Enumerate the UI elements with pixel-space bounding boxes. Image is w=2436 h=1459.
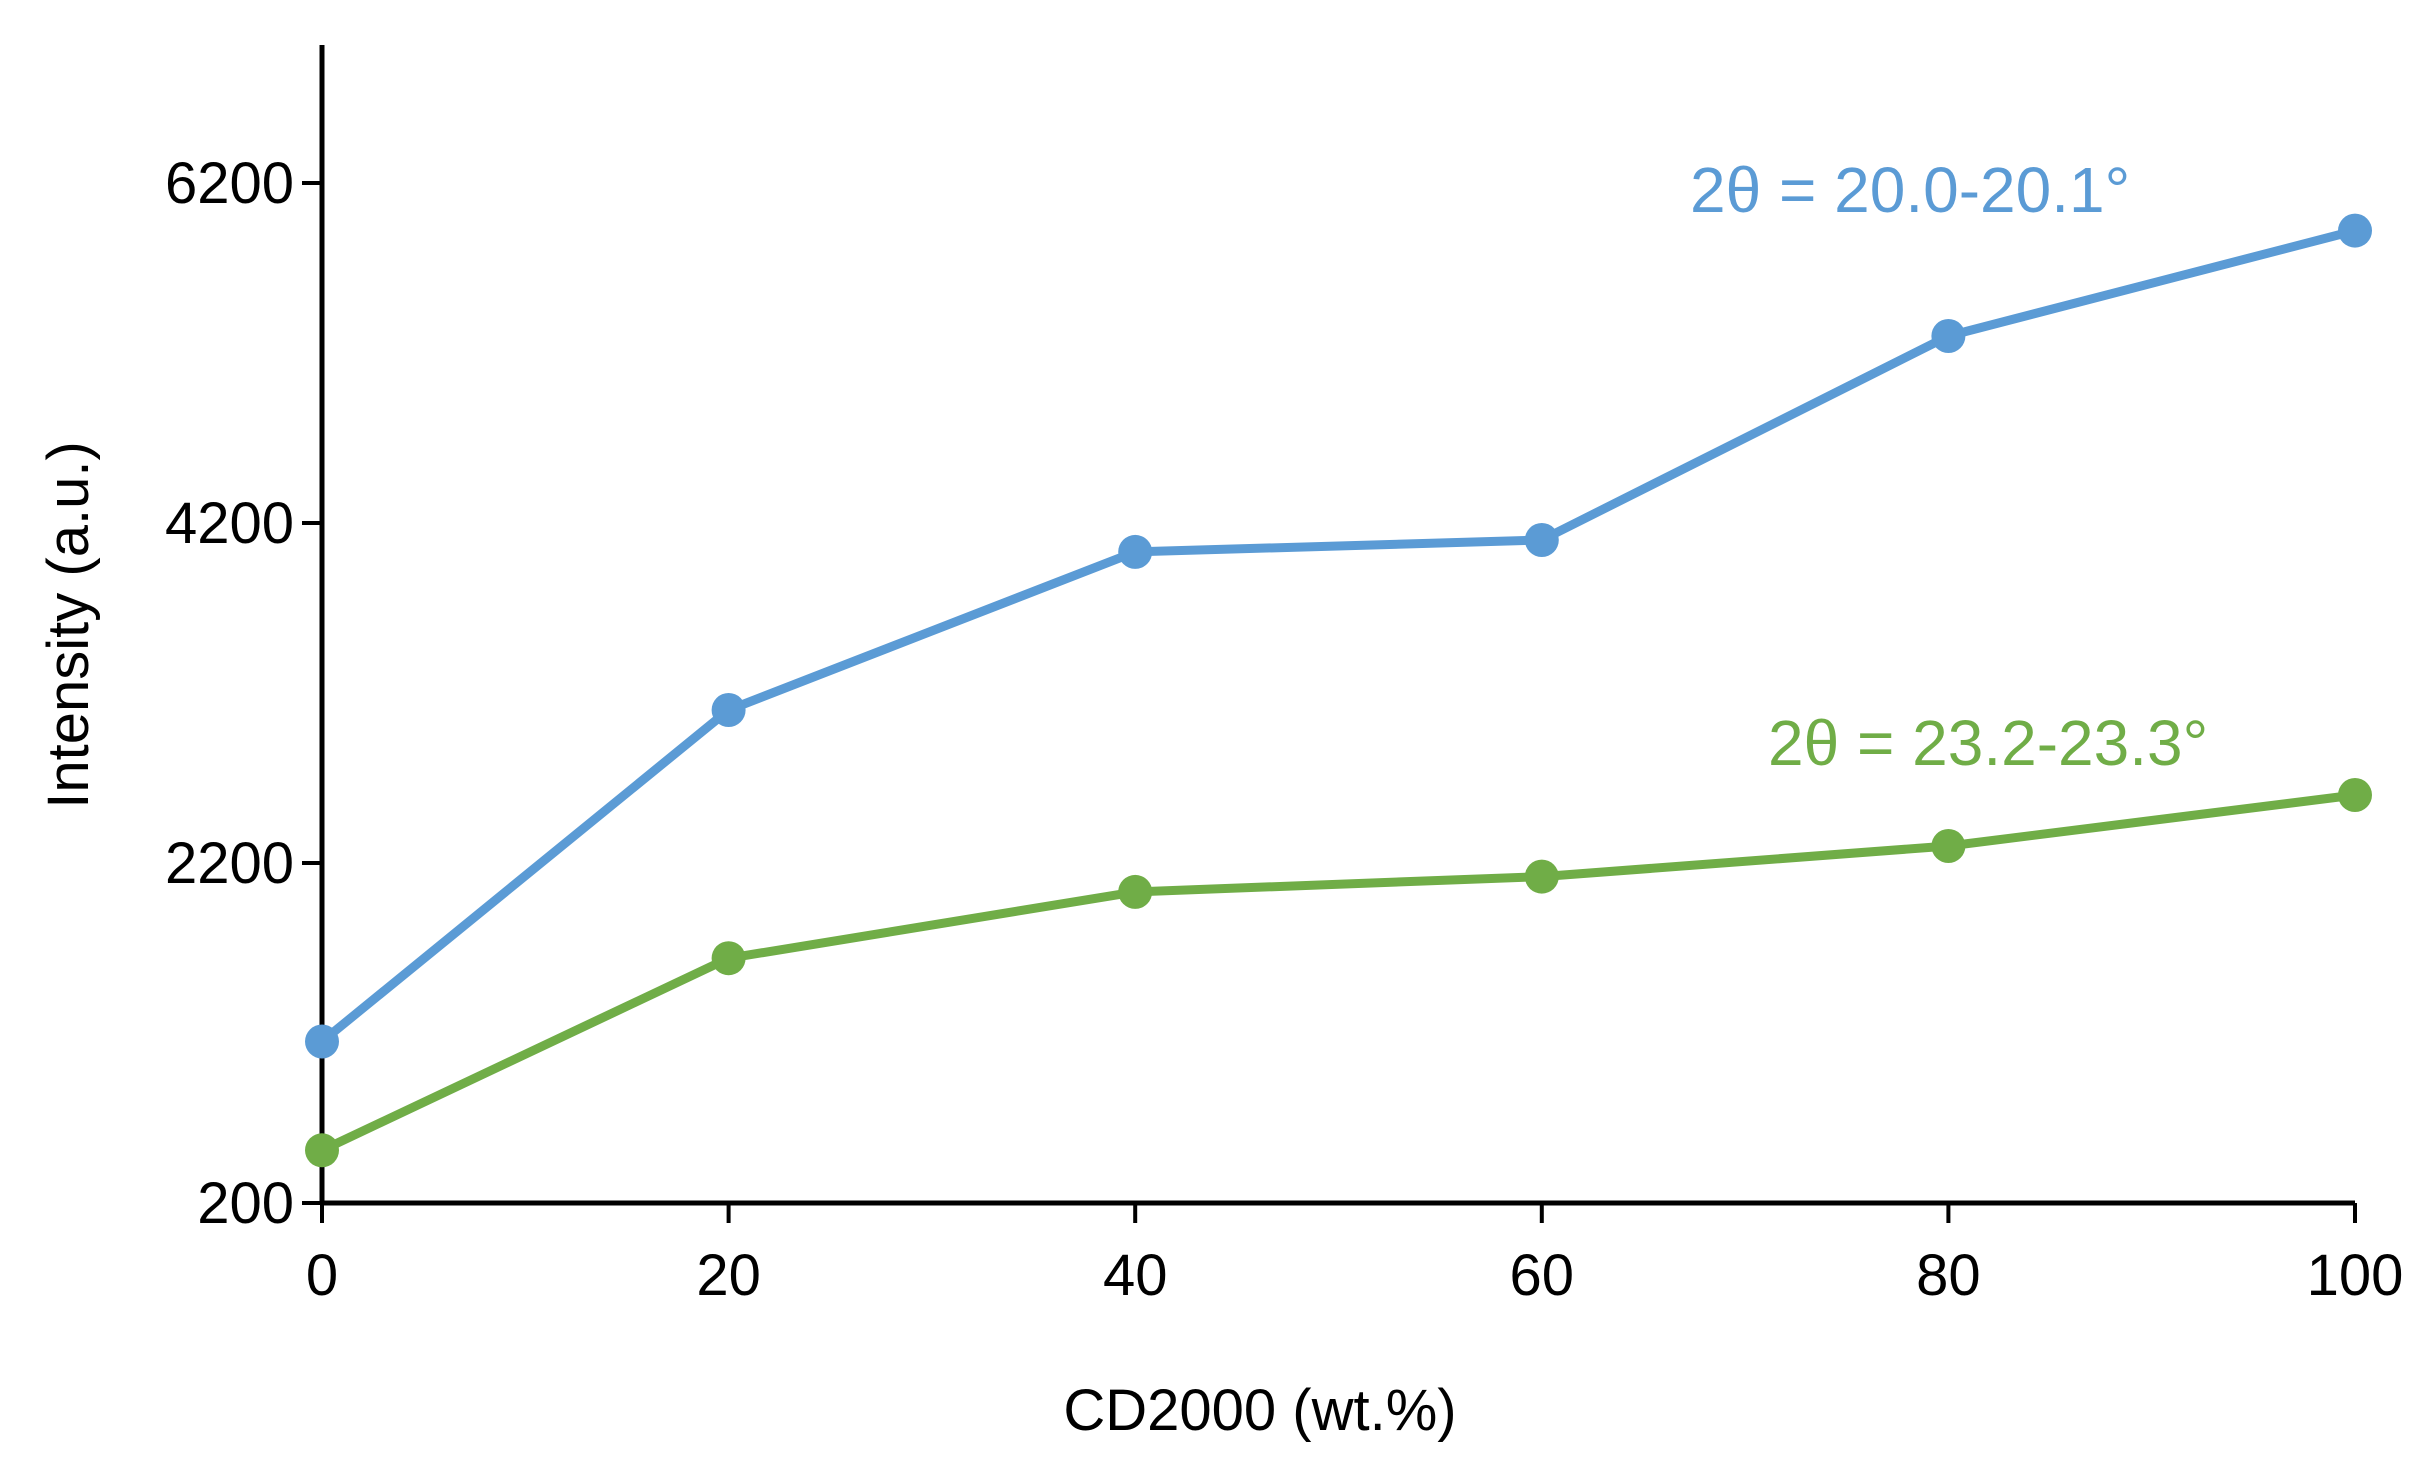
y-axis-ticks: 200 2200 4200 6200 (165, 151, 322, 1236)
series-line-1 (317, 226, 2360, 1046)
x-tick-label: 0 (306, 1243, 338, 1308)
data-point-series-1 (1524, 523, 1559, 557)
y-tick-label: 6200 (165, 151, 294, 216)
data-point-series-2 (2338, 778, 2372, 812)
data-point-series-1 (305, 1024, 339, 1059)
data-point-series-2 (711, 941, 746, 976)
data-point-series-2 (1931, 829, 1966, 863)
x-tick-label: 100 (2307, 1243, 2404, 1308)
x-axis-ticks: 0 20 40 60 80 100 (306, 1203, 2404, 1308)
axes (319, 45, 2355, 1206)
y-tick-label: 200 (197, 1171, 294, 1236)
series-layer (305, 213, 2372, 1168)
x-axis-title: CD2000 (wt.%) (1063, 1378, 1456, 1443)
data-point-series-1 (2338, 213, 2372, 248)
x-tick-label: 60 (1510, 1243, 1575, 1308)
series-line-2 (317, 790, 2360, 1155)
y-tick-label: 2200 (165, 831, 294, 896)
series-annotation-label: 2θ = 23.2-23.3° (1768, 707, 2208, 779)
data-point-series-2 (1118, 874, 1153, 909)
x-tick-label: 20 (696, 1243, 761, 1308)
y-tick-label: 4200 (165, 491, 294, 556)
data-point-series-2 (305, 1133, 339, 1168)
data-point-series-1 (1118, 534, 1153, 569)
x-tick-label: 40 (1103, 1243, 1168, 1308)
data-point-series-1 (1931, 319, 1966, 353)
series-annotation-label: 2θ = 20.0-20.1° (1690, 154, 2130, 226)
data-point-series-2 (1524, 859, 1559, 894)
y-axis-title: Intensity (a.u.) (36, 441, 101, 808)
data-point-series-1 (711, 693, 746, 727)
x-tick-label: 80 (1916, 1243, 1981, 1308)
